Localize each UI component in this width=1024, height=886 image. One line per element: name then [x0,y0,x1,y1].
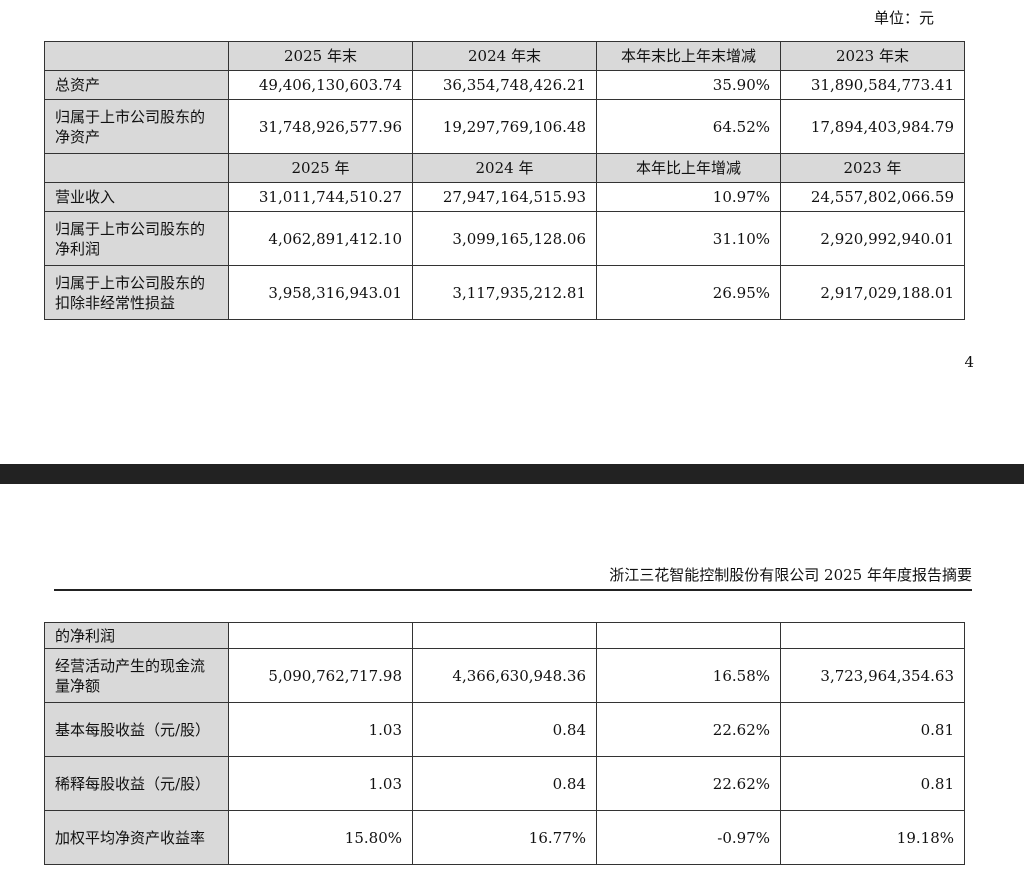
table-cell [228,622,413,649]
table-cell: 4,366,630,948.36 [412,648,597,703]
table-cell: 22.62% [596,702,781,757]
table-cell: 3,117,935,212.81 [412,265,597,320]
table-row: 加权平均净资产收益率 15.80% 16.77% -0.97% 19.18% [44,810,965,865]
table-row: 归属于上市公司股东的扣除非经常性损益 3,958,316,943.01 3,11… [44,265,965,320]
table-cell: 0.84 [412,702,597,757]
table-cell [780,622,965,649]
page-number: 4 [964,353,974,371]
row-label: 的净利润 [44,622,229,649]
column-header: 本年末比上年末增减 [596,41,781,71]
table-cell [596,622,781,649]
column-header: 2024 年 [412,153,597,183]
table-cell: 0.84 [412,756,597,811]
table-cell: 22.62% [596,756,781,811]
table-cell: 19.18% [780,810,965,865]
table-row: 营业收入 31,011,744,510.27 27,947,164,515.93… [44,182,965,212]
table-cell: 17,894,403,984.79 [780,99,965,154]
table-row: 归属于上市公司股东的净利润 4,062,891,412.10 3,099,165… [44,211,965,266]
table-cell: 5,090,762,717.98 [228,648,413,703]
row-label: 基本每股收益（元/股） [44,702,229,757]
row-label: 归属于上市公司股东的净利润 [44,211,229,266]
table-cell: 31.10% [596,211,781,266]
table-cell: 64.52% [596,99,781,154]
table-row: 的净利润 [44,622,965,649]
column-header: 2024 年末 [412,41,597,71]
header-corner-cell [44,41,229,71]
table-cell: 10.97% [596,182,781,212]
table-cell: 31,011,744,510.27 [228,182,413,212]
table-cell: 0.81 [780,702,965,757]
table-row: 稀释每股收益（元/股） 1.03 0.84 22.62% 0.81 [44,756,965,811]
row-label: 归属于上市公司股东的扣除非经常性损益 [44,265,229,320]
column-header: 2023 年末 [780,41,965,71]
table-cell: 4,062,891,412.10 [228,211,413,266]
row-label: 归属于上市公司股东的净资产 [44,99,229,154]
row-label: 总资产 [44,70,229,100]
table-cell: 19,297,769,106.48 [412,99,597,154]
table-cell: 1.03 [228,756,413,811]
table-cell: 31,748,926,577.96 [228,99,413,154]
financial-summary-table: 2025 年末 2024 年末 本年末比上年末增减 2023 年末 总资产 49… [44,41,965,320]
column-header: 2025 年末 [228,41,413,71]
row-label: 加权平均净资产收益率 [44,810,229,865]
row-label: 营业收入 [44,182,229,212]
row-label: 稀释每股收益（元/股） [44,756,229,811]
table-cell: 1.03 [228,702,413,757]
table-cell: 3,099,165,128.06 [412,211,597,266]
row-label: 经营活动产生的现金流量净额 [44,648,229,703]
table-cell [412,622,597,649]
table-header-row: 2025 年末 2024 年末 本年末比上年末增减 2023 年末 [44,41,965,71]
table-cell: 24,557,802,066.59 [780,182,965,212]
table-cell: 35.90% [596,70,781,100]
table-header-row: 2025 年 2024 年 本年比上年增减 2023 年 [44,153,965,183]
financial-summary-table-continued: 的净利润 经营活动产生的现金流量净额 5,090,762,717.98 4,36… [44,622,965,865]
table-cell: 36,354,748,426.21 [412,70,597,100]
table-row: 经营活动产生的现金流量净额 5,090,762,717.98 4,366,630… [44,648,965,703]
report-header-title: 浙江三花智能控制股份有限公司 2025 年年度报告摘要 [609,566,972,584]
table-cell: 15.80% [228,810,413,865]
table-row: 总资产 49,406,130,603.74 36,354,748,426.21 … [44,70,965,100]
table-cell: 2,920,992,940.01 [780,211,965,266]
table-row: 归属于上市公司股东的净资产 31,748,926,577.96 19,297,7… [44,99,965,154]
table-cell: 49,406,130,603.74 [228,70,413,100]
table-cell: 0.81 [780,756,965,811]
column-header: 本年比上年增减 [596,153,781,183]
table-cell: 3,958,316,943.01 [228,265,413,320]
column-header: 2023 年 [780,153,965,183]
table-cell: 31,890,584,773.41 [780,70,965,100]
table-cell: 26.95% [596,265,781,320]
table-cell: 16.77% [412,810,597,865]
page-break-bar [0,464,1024,484]
table-cell: 2,917,029,188.01 [780,265,965,320]
column-header: 2025 年 [228,153,413,183]
table-cell: 3,723,964,354.63 [780,648,965,703]
table-cell: 27,947,164,515.93 [412,182,597,212]
header-corner-cell [44,153,229,183]
table-cell: -0.97% [596,810,781,865]
table-cell: 16.58% [596,648,781,703]
unit-label: 单位：元 [874,9,935,27]
header-rule [54,589,972,591]
table-row: 基本每股收益（元/股） 1.03 0.84 22.62% 0.81 [44,702,965,757]
